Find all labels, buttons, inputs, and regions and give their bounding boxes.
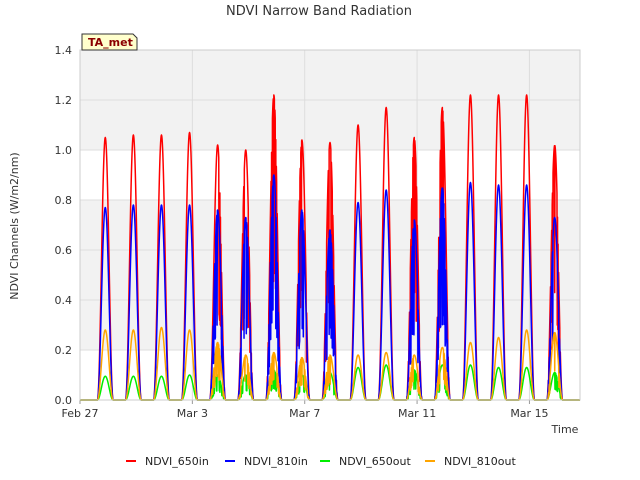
x-tick-label: Mar 3 <box>177 407 208 420</box>
badge-label: TA_met <box>88 36 133 49</box>
x-tick-label: Feb 27 <box>62 407 99 420</box>
plot-frame <box>79 49 581 401</box>
series-line-ndvi_810out <box>79 326 581 401</box>
badge-shape <box>81 33 138 51</box>
y-tick-label: 0.8 <box>55 194 73 207</box>
series-line-ndvi_650in <box>79 94 581 401</box>
series-lines <box>79 94 581 401</box>
x-axis-label: Time <box>551 423 579 436</box>
legend-label: NDVI_650in <box>145 455 209 468</box>
y-tick-label: 0.6 <box>55 244 73 257</box>
x-axis-ticks: Feb 27 Mar 3 Mar 7 Mar 11 Mar 15 <box>62 400 549 420</box>
x-tick-label: Mar 11 <box>398 407 436 420</box>
band <box>80 50 580 100</box>
y-tick-label: 0.2 <box>55 344 73 357</box>
y-tick-label: 1.0 <box>55 144 73 157</box>
y-tick-label: 1.2 <box>55 94 73 107</box>
y-axis-label: NDVI Channels (W/m2/nm) <box>8 152 21 299</box>
chart-title: NDVI Narrow Band Radiation <box>226 4 412 19</box>
ta-met-badge: TA_met <box>81 33 138 51</box>
x-tick-label: Mar 15 <box>510 407 548 420</box>
x-tick-label: Mar 7 <box>289 407 320 420</box>
legend: NDVI_650in NDVI_810in NDVI_650out NDVI_810o… <box>126 455 516 468</box>
legend-label: NDVI_810in <box>244 455 308 468</box>
y-tick-label: 1.4 <box>55 44 73 57</box>
y-tick-label: 0.4 <box>55 294 73 307</box>
legend-label: NDVI_650out <box>339 455 411 468</box>
series-line-ndvi_810in <box>79 174 581 401</box>
y-axis-ticks: 0.0 0.2 0.4 0.6 0.8 1.0 1.2 1.4 <box>55 44 73 407</box>
band <box>80 150 580 200</box>
y-tick-label: 0.0 <box>55 394 73 407</box>
legend-label: NDVI_810out <box>444 455 516 468</box>
